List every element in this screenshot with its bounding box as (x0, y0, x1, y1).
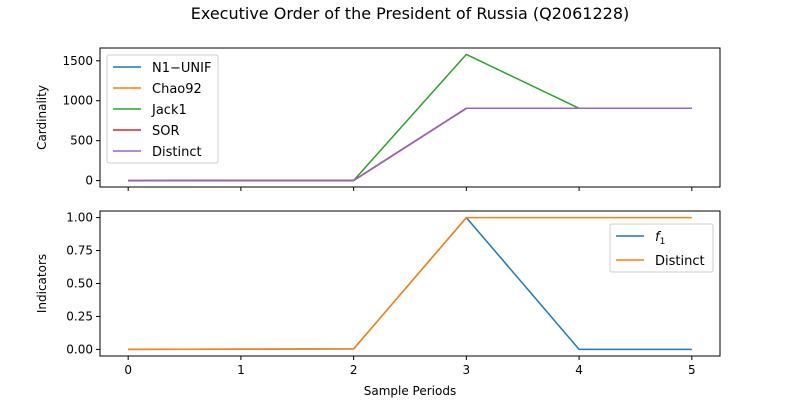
legend: f1 Distinct (609, 223, 714, 273)
legend: N1−UNIF Chao92 Jack1 SOR Distinct (106, 54, 219, 164)
y-tick-label: 500 (70, 134, 93, 148)
y-tick-label: 0.00 (66, 342, 93, 356)
legend-entry-jack1: Jack1 (151, 103, 187, 118)
x-tick-label: 3 (463, 363, 471, 377)
y-tick-label: 0.75 (66, 244, 93, 258)
cardinality-panel: 0 500 1000 1500 Cardinality N1−UNIF Chao92 Jack… (35, 47, 721, 191)
legend-box (106, 54, 219, 164)
indicators-panel: 0.00 0.25 0.50 0.75 1.00 0 1 2 3 4 5 Indicators f1 Di… (35, 210, 721, 377)
y-axis-label: Cardinality (35, 85, 49, 150)
legend-entry-distinct: Distinct (152, 145, 202, 160)
x-tick-label: 0 (124, 363, 132, 377)
x-tick-label: 1 (237, 363, 245, 377)
y-tick-label: 1500 (62, 54, 93, 68)
y-tick-label: 1000 (62, 94, 93, 108)
plot-frame (99, 47, 721, 188)
y-tick-label: 0.25 (66, 309, 93, 323)
series-line-distinct-panel1 (128, 216, 692, 351)
x-tick-label: 4 (575, 363, 583, 377)
legend-entry-f1: f1 (655, 230, 665, 247)
legend-entry-sor: SOR (152, 124, 180, 139)
y-tick-label: 0 (85, 174, 93, 188)
y-tick-label: 0.50 (66, 277, 93, 291)
x-axis-label: Sample Periods (364, 384, 456, 398)
series-line-distinct-panel0 (128, 107, 692, 182)
y-axis-label: Indicators (35, 254, 49, 313)
chart-title: Executive Order of the President of Russ… (191, 4, 630, 23)
legend-entry-distinct: Distinct (655, 254, 705, 269)
x-tick-label: 5 (688, 363, 696, 377)
x-tick-label: 2 (350, 363, 358, 377)
legend-entry-n1-unif: N1−UNIF (152, 61, 211, 76)
legend-entry-chao92: Chao92 (152, 82, 202, 97)
y-tick-label: 1.00 (66, 211, 93, 225)
